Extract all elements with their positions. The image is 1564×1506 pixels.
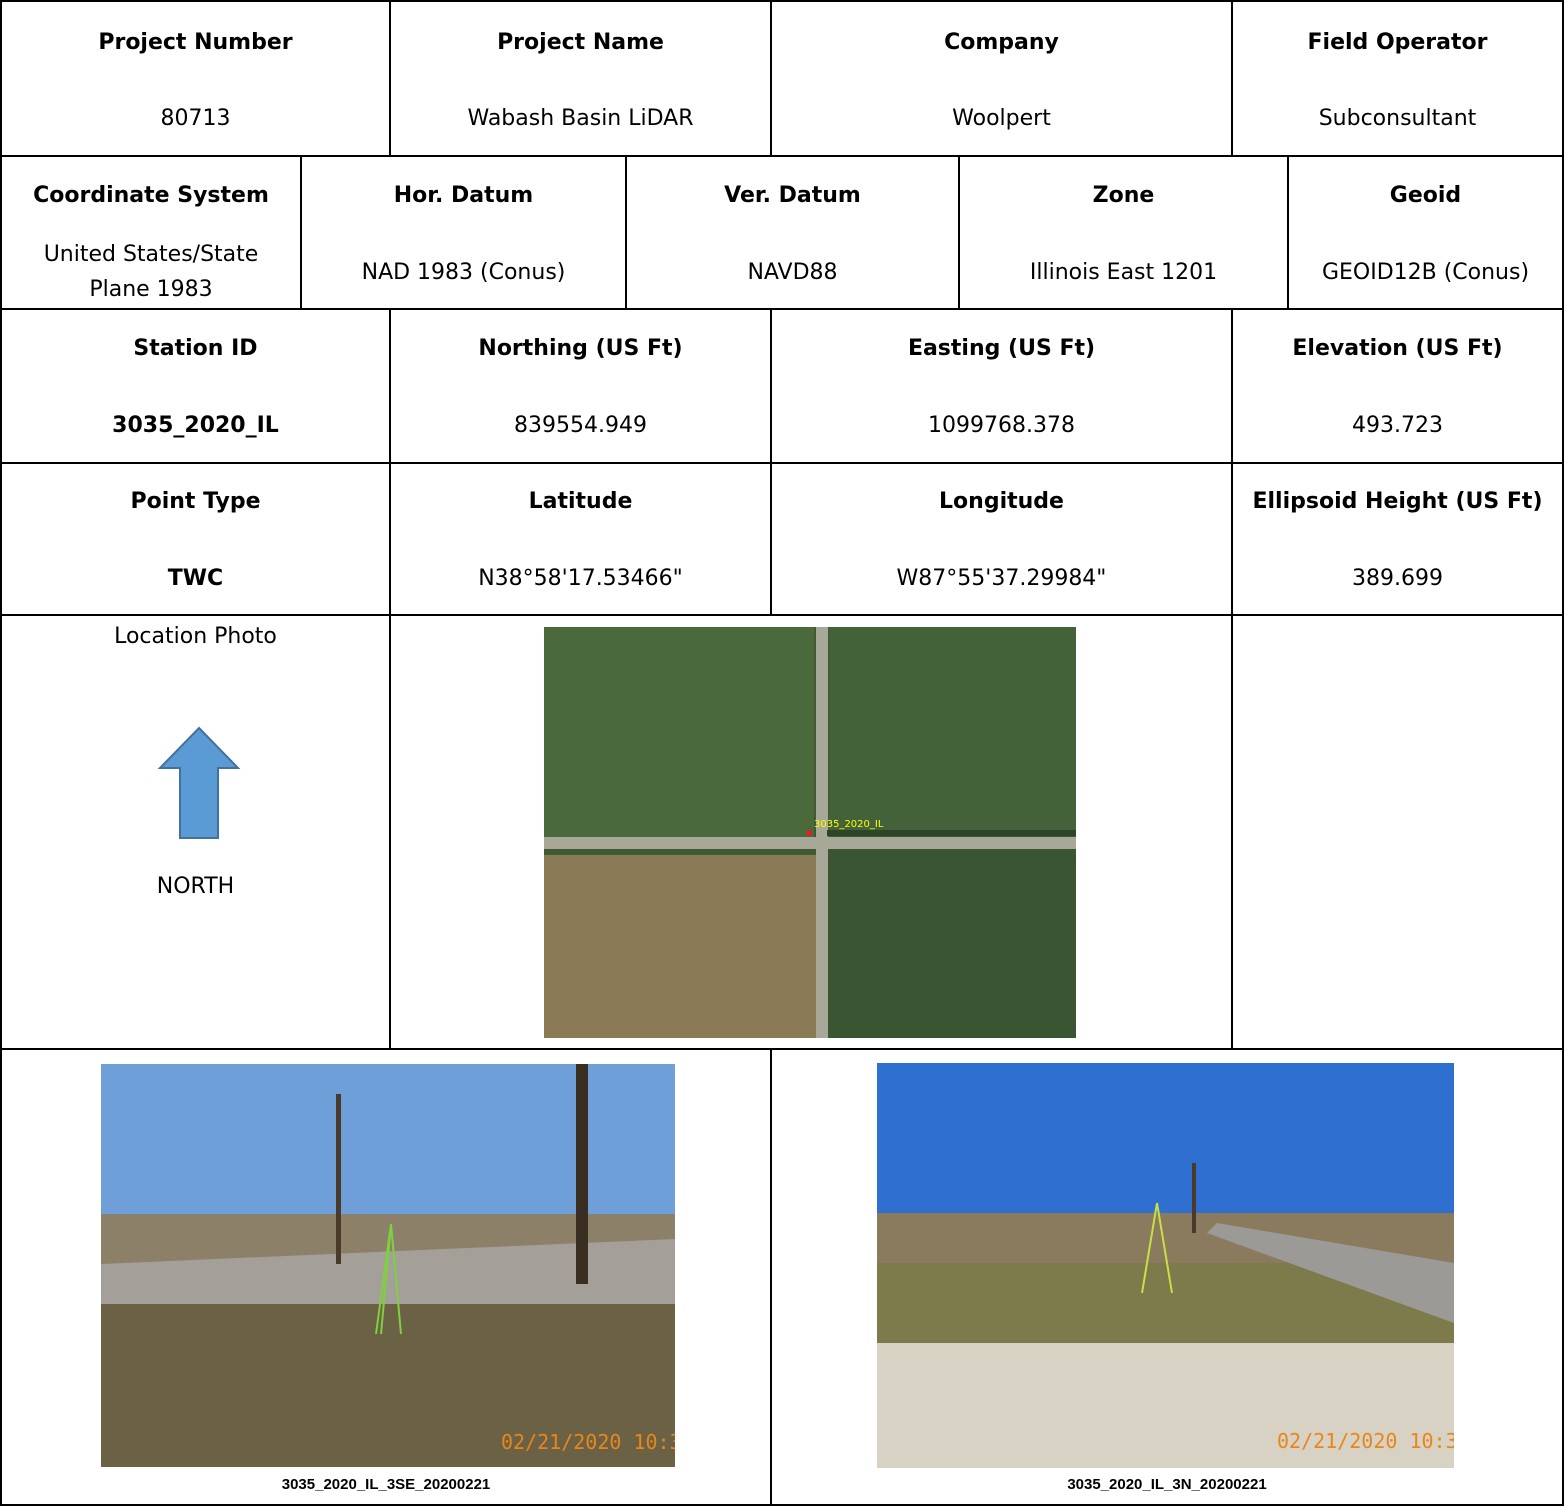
cell: Elevation (US Ft) 493.723 [1231, 308, 1564, 462]
cell: Ellipsoid Height (US Ft) 389.699 [1231, 462, 1564, 614]
timestamp: 02/21/2020 10:30 [501, 1430, 675, 1454]
caption: 3035_2020_IL_3N_20200221 [1067, 1476, 1267, 1493]
cell: Zone Illinois East 1201 [958, 155, 1287, 308]
header: Hor. Datum [393, 183, 534, 208]
cell: Longitude W87°55'37.29984" [770, 462, 1231, 614]
header: Project Name [497, 30, 664, 55]
value: NAVD88 [747, 260, 838, 285]
photo: 02/21/2020 10:30 [877, 1063, 1454, 1468]
value: W87°55'37.29984" [896, 566, 1107, 591]
cell: Easting (US Ft) 1099768.378 [770, 308, 1231, 462]
header: Ellipsoid Height (US Ft) [1252, 489, 1543, 514]
cell: Coordinate System United States/State Pla… [0, 155, 300, 308]
header: Easting (US Ft) [907, 336, 1096, 361]
cell: Northing (US Ft) 839554.949 [389, 308, 770, 462]
location-label: Location Photo [114, 624, 277, 649]
caption: 3035_2020_IL_3SE_20200221 [281, 1476, 491, 1493]
value: N38°58'17.53466" [478, 566, 683, 591]
header: Longitude [939, 489, 1064, 514]
header: Coordinate System [33, 183, 269, 208]
map-label: 3035_2020_IL [814, 819, 884, 830]
direction: NORTH [156, 874, 235, 899]
value: 1099768.378 [928, 413, 1075, 438]
value: 493.723 [1352, 413, 1443, 438]
timestamp: 02/21/2020 10:30 [1277, 1429, 1454, 1453]
header: Field Operator [1307, 30, 1488, 55]
value: NAD 1983 (Conus) [361, 260, 566, 285]
cell: Project Number 80713 [0, 0, 389, 155]
value: 839554.949 [514, 413, 647, 438]
value: United States/State Plane 1983 [43, 242, 259, 302]
header: Point Type [130, 489, 261, 514]
cell: 02/21/2020 10:30 3035_2020_IL_3N_2020022… [770, 1048, 1564, 1506]
header: Company [944, 30, 1059, 55]
value: Illinois East 1201 [1029, 260, 1218, 285]
cell: Point Type TWC [0, 462, 389, 614]
value: TWC [167, 566, 224, 591]
value: Woolpert [952, 106, 1051, 131]
photo: 02/21/2020 10:30 [101, 1064, 675, 1467]
value: 80713 [160, 106, 231, 131]
value: GEOID12B (Conus) [1321, 260, 1530, 285]
aerial-map: 3035_2020_IL [544, 627, 1076, 1038]
header: Project Number [98, 30, 293, 55]
cell: Station ID 3035_2020_IL [0, 308, 389, 462]
header: Elevation (US Ft) [1292, 336, 1503, 361]
cell: Latitude N38°58'17.53466" [389, 462, 770, 614]
cell: Company Woolpert [770, 0, 1231, 155]
value: Subconsultant [1318, 106, 1477, 131]
header: Ver. Datum [724, 183, 861, 208]
cell: Field Operator Subconsultant [1231, 0, 1564, 155]
cell: 02/21/2020 10:30 3035_2020_IL_3SE_202002… [0, 1048, 770, 1506]
header: Station ID [133, 336, 258, 361]
cell: Ver. Datum NAVD88 [625, 155, 958, 308]
cell: Project Name Wabash Basin LiDAR [389, 0, 770, 155]
header: Geoid [1389, 183, 1462, 208]
cell: 3035_2020_IL [389, 614, 1231, 1048]
value: Wabash Basin LiDAR [467, 106, 694, 131]
value: 389.699 [1352, 566, 1443, 591]
cell: Location Photo NORTH [0, 614, 389, 1048]
cell: Hor. Datum NAD 1983 (Conus) [300, 155, 625, 308]
header: Latitude [528, 489, 633, 514]
north-arrow [157, 726, 241, 839]
header: Zone [1092, 183, 1155, 208]
value: 3035_2020_IL [112, 413, 279, 438]
header: Northing (US Ft) [478, 336, 683, 361]
cell: Geoid GEOID12B (Conus) [1287, 155, 1564, 308]
cell [1231, 614, 1564, 1048]
